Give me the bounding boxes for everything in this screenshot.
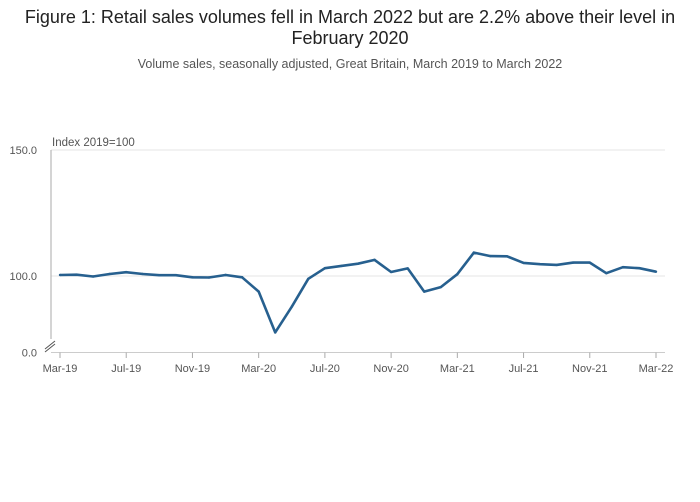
data-point: [472, 251, 476, 254]
x-tick-label: Mar-19: [43, 363, 78, 375]
data-point: [207, 276, 211, 279]
y-tick-label: 0.0: [22, 348, 37, 360]
x-tick-label: Mar-20: [241, 363, 276, 375]
data-point: [141, 272, 144, 276]
x-tick-label: Nov-19: [175, 363, 210, 375]
x-tick-label: Mar-21: [440, 363, 475, 375]
data-point: [456, 273, 459, 276]
y-tick-labels: 150.0 100.0 0.0: [9, 145, 37, 360]
x-tick-label: Jul-19: [111, 363, 141, 375]
data-point: [572, 261, 575, 264]
data-point: [389, 270, 393, 274]
data-point: [274, 331, 277, 334]
data-point: [108, 272, 111, 276]
data-point: [174, 274, 178, 277]
data-point: [240, 276, 244, 279]
data-point: [555, 263, 558, 267]
data-point: [58, 273, 62, 277]
data-point: [588, 261, 591, 264]
x-axis-ticks: Mar-19 Jul-19 Nov-19 Mar-20 Jul-20 Nov-20 Mar-…: [43, 352, 674, 375]
data-point: [538, 262, 542, 266]
data-point: [158, 274, 161, 277]
axis-break-marker: [42, 339, 60, 353]
data-point: [406, 267, 409, 270]
data-point: [605, 272, 608, 275]
series-group: [58, 251, 658, 334]
data-point: [356, 262, 360, 265]
data-point: [638, 266, 641, 270]
chart-title: Figure 1: Retail sales volumes fell in M…: [24, 7, 676, 48]
y-tick-label: 100.0: [9, 271, 37, 283]
x-tick-label: Nov-21: [572, 363, 607, 375]
data-point: [307, 277, 310, 280]
data-point: [439, 285, 442, 289]
data-point: [654, 270, 658, 273]
data-point: [505, 255, 509, 258]
data-point: [621, 265, 625, 269]
data-point: [489, 254, 492, 258]
data-point: [290, 305, 293, 308]
chart-subtitle: Volume sales, seasonally adjusted, Great…: [137, 57, 563, 71]
data-point: [373, 258, 376, 262]
data-point: [91, 275, 95, 278]
y-axis-title: Index 2019=100: [52, 137, 135, 149]
data-point: [423, 290, 426, 293]
x-tick-label: Jul-21: [509, 363, 539, 375]
gridlines: [51, 149, 665, 277]
data-point: [340, 264, 343, 268]
x-tick-label: Mar-22: [639, 363, 674, 375]
y-tick-label: 150.0: [9, 145, 37, 157]
data-point: [125, 271, 128, 274]
x-tick-label: Jul-20: [310, 363, 340, 375]
data-point: [257, 290, 260, 293]
data-point: [75, 273, 78, 276]
data-point: [323, 266, 327, 270]
data-point: [522, 261, 525, 265]
x-tick-label: Nov-20: [373, 363, 408, 375]
data-point: [224, 273, 227, 277]
data-point: [191, 276, 194, 279]
